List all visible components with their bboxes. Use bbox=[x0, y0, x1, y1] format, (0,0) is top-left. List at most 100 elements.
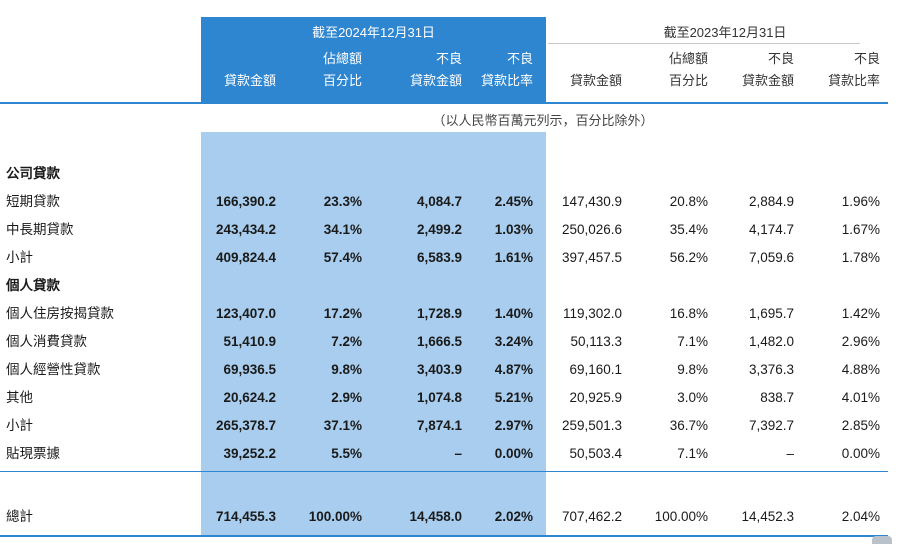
cur-value-cell: 123,407.0 bbox=[215, 306, 276, 321]
prev-value-cell: 4.88% bbox=[841, 362, 880, 377]
prev-value-cell: 838.7 bbox=[760, 390, 794, 405]
section-row: 個人貸款 bbox=[0, 272, 900, 300]
prev-value-cell: 259,501.3 bbox=[561, 418, 622, 433]
page-corner-tab bbox=[872, 536, 892, 544]
cur-value-cell: 714,455.3 bbox=[215, 509, 276, 524]
prev-value-cell: 1,695.7 bbox=[748, 306, 794, 321]
prev-value-cell: 119,302.0 bbox=[562, 306, 622, 321]
prev-value-cell: 1.42% bbox=[841, 306, 880, 321]
cur-value-cell: 17.2% bbox=[323, 306, 362, 321]
cur-value-cell: 2.45% bbox=[494, 194, 533, 209]
section-row: 公司貸款 bbox=[0, 160, 900, 188]
row-label: 小計 bbox=[6, 418, 33, 433]
prev-col-header-3: 不良 貸款比率 bbox=[790, 48, 880, 92]
col-header-line2: 貸款金額 bbox=[569, 73, 622, 88]
table-row: 小計 409,824.4 57.4% 6,583.9 1.61% 397,457.5 56.… bbox=[0, 244, 900, 272]
prev-value-cell: 16.8% bbox=[669, 306, 708, 321]
prev-value-cell: 7.1% bbox=[677, 334, 708, 349]
prev-value-cell: 1.67% bbox=[841, 222, 880, 237]
cur-value-cell: 3.24% bbox=[494, 334, 533, 349]
row-label: 總計 bbox=[6, 509, 33, 524]
prev-value-cell bbox=[770, 272, 880, 300]
cur-value-cell: 23.3% bbox=[323, 194, 362, 209]
prev-value-cell: 35.4% bbox=[669, 222, 708, 237]
col-header-line2: 百分比 bbox=[668, 73, 708, 88]
current-period-highlight-band bbox=[201, 132, 546, 537]
table-row: 個人住房按揭貸款 123,407.0 17.2% 1,728.9 1.40% 119,30… bbox=[0, 300, 900, 328]
col-header-line2: 貸款金額 bbox=[409, 73, 462, 88]
prev-value-cell: 36.7% bbox=[669, 418, 708, 433]
table-row: 個人經營性貸款 69,936.5 9.8% 3,403.9 4.87% 69,160.1 9… bbox=[0, 356, 900, 384]
current-period-title: 截至2024年12月31日 bbox=[312, 25, 435, 40]
cur-value-cell: 2.97% bbox=[494, 418, 533, 433]
cur-value-cell: 37.1% bbox=[323, 418, 362, 433]
prev-value-cell: – bbox=[786, 446, 794, 461]
cur-value-cell: 5.5% bbox=[331, 446, 362, 461]
prev-value-cell: 3,376.3 bbox=[748, 362, 794, 377]
prev-value-cell: 20,925.9 bbox=[569, 390, 622, 405]
cur-value-cell: 0.00% bbox=[494, 446, 533, 461]
cur-value-cell: 1,666.5 bbox=[416, 334, 462, 349]
row-label: 公司貸款 bbox=[6, 166, 60, 181]
prev-value-cell: 2,884.9 bbox=[748, 194, 794, 209]
row-label: 個人貸款 bbox=[6, 278, 60, 293]
prev-value-cell: 250,026.6 bbox=[561, 222, 622, 237]
col-header-line1: 不良 bbox=[767, 51, 794, 66]
table-row: 中長期貸款 243,434.2 34.1% 2,499.2 1.03% 250,026.6… bbox=[0, 216, 900, 244]
prev-value-cell: 7,392.7 bbox=[748, 418, 794, 433]
cur-value-cell: 4,084.7 bbox=[416, 194, 462, 209]
cur-value-cell: – bbox=[454, 446, 462, 461]
row-label: 其他 bbox=[6, 390, 33, 405]
prev-col-header-1: 佔總額 百分比 bbox=[618, 48, 708, 92]
cur-value-cell: 3,403.9 bbox=[416, 362, 462, 377]
row-label: 貼現票據 bbox=[6, 446, 60, 461]
prev-value-cell: 4.01% bbox=[841, 390, 880, 405]
row-label: 中長期貸款 bbox=[6, 222, 74, 237]
cur-col-header-2: 不良 貸款金額 bbox=[372, 48, 462, 92]
cur-value-cell: 14,458.0 bbox=[409, 509, 462, 524]
prev-value-cell: 1.78% bbox=[841, 250, 880, 265]
row-label: 短期貸款 bbox=[6, 194, 60, 209]
cur-value-cell: 57.4% bbox=[323, 250, 362, 265]
col-header-line2: 百分比 bbox=[322, 73, 362, 88]
cur-value-cell: 4.87% bbox=[494, 362, 533, 377]
cur-value-cell: 1.40% bbox=[494, 306, 533, 321]
col-header-line1 bbox=[186, 48, 276, 70]
prev-col-header-2: 不良貸款金額 bbox=[704, 48, 794, 92]
prev-col-header-0: 貸款金額 bbox=[532, 48, 622, 92]
cur-col-header-3: 不良 貸款比率 bbox=[443, 48, 533, 92]
total-separator-rule bbox=[0, 471, 888, 472]
prior-period-title: 截至2023年12月31日 bbox=[663, 25, 787, 40]
prev-value-cell: 20.8% bbox=[669, 194, 708, 209]
cur-value-cell: 1,728.9 bbox=[416, 306, 462, 321]
cur-value-cell: 39,252.2 bbox=[223, 446, 276, 461]
current-period-header-band bbox=[201, 17, 546, 103]
cur-value-cell: 1.03% bbox=[494, 222, 533, 237]
row-label: 個人消費貸款 bbox=[6, 334, 87, 349]
cur-value-cell: 166,390.2 bbox=[215, 194, 276, 209]
header-bottom-rule bbox=[0, 102, 888, 104]
col-header-line2: 貸款比率 bbox=[827, 73, 880, 88]
cur-value-cell: 7,874.1 bbox=[416, 418, 462, 433]
prev-value-cell: 9.8% bbox=[677, 362, 708, 377]
cur-value-cell bbox=[252, 160, 362, 188]
col-header-line2: 貸款金額 bbox=[741, 73, 794, 88]
cur-value-cell: 1.61% bbox=[494, 250, 533, 265]
prev-value-cell: 69,160.1 bbox=[569, 362, 622, 377]
prev-value-cell: 3.0% bbox=[677, 390, 708, 405]
cur-value-cell: 69,936.5 bbox=[223, 362, 276, 377]
table-row: 個人消費貸款 51,410.9 7.2% 1,666.5 3.24% 50,113.3 7.… bbox=[0, 328, 900, 356]
col-header-line1: 佔總額 bbox=[668, 51, 708, 66]
prev-value-cell: 147,430.9 bbox=[561, 194, 622, 209]
row-label: 個人經營性貸款 bbox=[6, 362, 101, 377]
col-header-line2: 貸款金額 bbox=[223, 73, 276, 88]
prev-value-cell: 707,462.2 bbox=[561, 509, 622, 524]
cur-value-cell: 9.8% bbox=[331, 362, 362, 377]
table-row: 短期貸款 166,390.2 23.3% 4,084.7 2.45% 147,430.9 2… bbox=[0, 188, 900, 216]
cur-value-cell: 409,824.4 bbox=[215, 250, 276, 265]
cur-value-cell bbox=[252, 272, 362, 300]
cur-value-cell: 2.9% bbox=[331, 390, 362, 405]
prev-value-cell: 100.00% bbox=[654, 509, 708, 524]
cur-value-cell: 265,378.7 bbox=[215, 418, 276, 433]
